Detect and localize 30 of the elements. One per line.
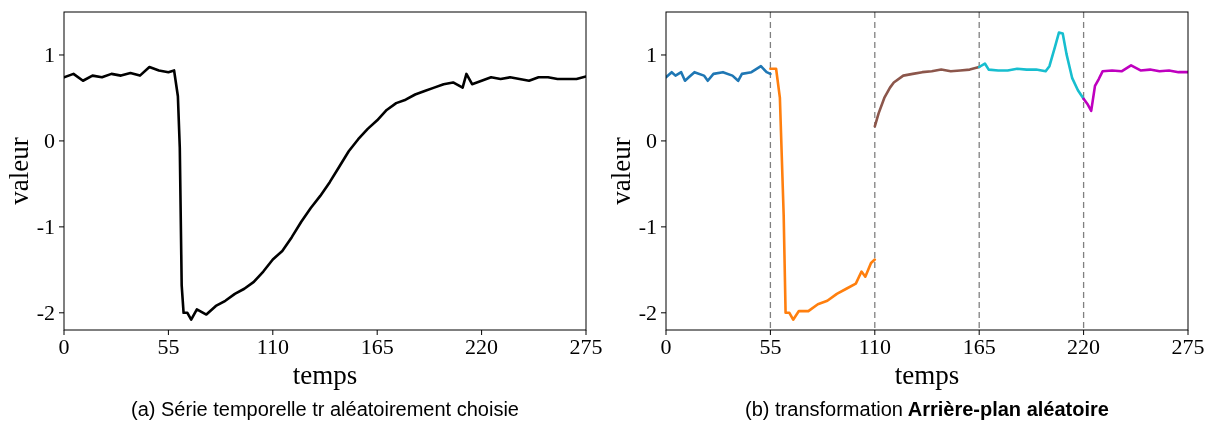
x-tick-label: 220 <box>1067 334 1101 359</box>
x-axis-title: temps <box>292 360 358 390</box>
text: (b) transformation <box>745 398 903 420</box>
y-axis-title: valeur <box>606 137 636 205</box>
y-tick-label: -2 <box>36 299 55 325</box>
y-tick-label: -2 <box>638 299 657 325</box>
y-axis-title: valeur <box>4 137 34 205</box>
text: (a) Série temporelle tr aléatoirement choisie <box>131 398 519 420</box>
y-tick-label: 0 <box>44 127 55 153</box>
x-tick-label: 110 <box>256 334 289 359</box>
y-tick-label: -1 <box>638 213 657 239</box>
x-axis-title: temps <box>894 360 960 390</box>
y-tick-label: -1 <box>36 213 55 239</box>
text: Arrière-plan aléatoire <box>902 398 1109 420</box>
y-tick-label: 1 <box>44 41 55 67</box>
x-tick-label: 110 <box>858 334 891 359</box>
line-series <box>873 65 981 128</box>
x-tick-label: 55 <box>759 334 782 359</box>
x-tick-label: 220 <box>465 334 499 359</box>
y-tick-label: 0 <box>646 127 657 153</box>
line-series <box>666 64 772 83</box>
line-series <box>1082 63 1188 113</box>
x-tick-label: 55 <box>157 334 180 359</box>
x-tick-label: 165 <box>962 334 996 359</box>
x-tick-label: 275 <box>1171 334 1205 359</box>
y-tick-label: 1 <box>646 41 657 67</box>
line-series <box>977 31 1085 101</box>
line-series <box>769 67 877 321</box>
x-tick-label: 275 <box>569 334 603 359</box>
x-tick-label: 165 <box>360 334 394 359</box>
